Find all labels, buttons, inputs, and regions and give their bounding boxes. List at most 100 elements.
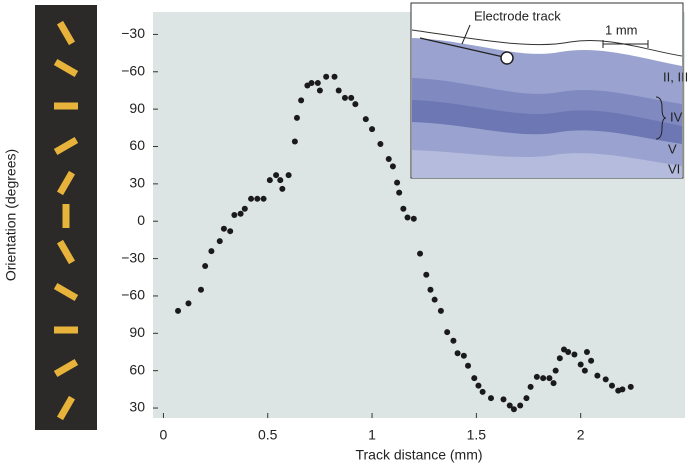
data-point <box>377 141 384 148</box>
data-point <box>581 367 588 374</box>
y-axis-label: Orientation (degrees) <box>3 149 19 281</box>
data-point <box>298 97 305 104</box>
data-point <box>627 383 634 390</box>
data-point <box>197 286 204 293</box>
orientation-strip <box>35 5 97 430</box>
data-point <box>533 373 540 380</box>
data-point <box>427 286 434 293</box>
orientation-bar <box>54 102 78 110</box>
data-point <box>417 250 424 257</box>
inset-label: IV <box>670 109 683 124</box>
data-point <box>316 87 323 94</box>
data-point <box>410 215 417 222</box>
data-point <box>266 177 273 184</box>
data-point <box>619 386 626 393</box>
orientation-bar <box>54 326 78 334</box>
y-tick-label: −60 <box>121 287 145 303</box>
data-point <box>220 225 227 232</box>
inset-label: Electrode track <box>474 8 561 23</box>
inset-label: II, III <box>663 69 688 84</box>
data-point <box>248 195 255 202</box>
data-point <box>404 214 411 221</box>
data-point <box>437 307 444 314</box>
orientation-bar <box>56 239 76 265</box>
data-point <box>273 172 280 179</box>
track-pointer <box>461 24 471 45</box>
x-tick-label: 1 <box>368 427 376 443</box>
data-point <box>444 329 451 336</box>
data-point <box>608 382 615 389</box>
orientation-bar <box>53 58 79 78</box>
data-point <box>231 212 238 218</box>
data-point <box>527 383 534 390</box>
data-point <box>506 402 513 409</box>
data-point <box>602 376 609 383</box>
orientation-bar <box>56 170 76 196</box>
data-point <box>556 355 563 362</box>
data-point <box>450 337 457 344</box>
y-tick-label: −30 <box>121 25 145 41</box>
data-point <box>487 395 494 402</box>
x-tick-label: 1.5 <box>467 427 487 443</box>
data-point <box>285 172 292 179</box>
inset <box>410 2 684 179</box>
data-point <box>293 114 300 121</box>
data-point <box>546 375 553 382</box>
y-tick-label: −60 <box>121 62 145 78</box>
data-point <box>385 155 392 162</box>
orientation-bar <box>56 20 76 46</box>
y-tick-label: −30 <box>121 249 145 265</box>
y-tick-label: 60 <box>129 361 145 377</box>
data-point <box>202 263 209 270</box>
orientation-bar <box>53 282 79 302</box>
data-point <box>510 406 517 413</box>
y-tick-label: 90 <box>129 100 145 116</box>
data-point <box>260 195 267 202</box>
data-point <box>500 396 507 403</box>
inset-label: V <box>668 141 677 156</box>
orientation-bar <box>53 136 79 156</box>
data-point <box>175 307 182 314</box>
x-axis-label: Track distance (mm) <box>355 447 482 463</box>
data-point <box>185 300 192 307</box>
data-point <box>475 382 482 389</box>
data-point <box>279 185 286 192</box>
data-point <box>577 361 584 368</box>
data-point <box>352 101 359 108</box>
orientation-bar <box>62 204 70 228</box>
data-point <box>389 163 396 170</box>
inset-label: VI <box>668 161 680 176</box>
orientation-bar <box>53 358 79 378</box>
y-tick-label: 0 <box>137 212 145 228</box>
x-tick-label: 0.5 <box>258 427 278 443</box>
data-point <box>431 296 438 303</box>
data-point <box>479 388 486 395</box>
x-tick-label: 2 <box>577 427 585 443</box>
layer-6 <box>412 150 682 178</box>
data-point <box>227 228 234 235</box>
data-point <box>308 79 315 86</box>
data-point <box>571 351 578 358</box>
data-point <box>471 375 478 382</box>
y-tick-label: 30 <box>129 399 145 415</box>
data-point <box>517 402 524 409</box>
data-point <box>237 210 244 217</box>
x-tick-label: 0 <box>160 427 168 443</box>
data-point <box>291 138 298 145</box>
orientation-bar <box>56 395 76 421</box>
data-point <box>369 126 376 133</box>
data-point <box>331 73 338 80</box>
data-point <box>552 367 559 374</box>
data-point <box>454 350 461 357</box>
data-point <box>540 375 547 382</box>
data-point <box>348 94 355 101</box>
data-point <box>460 352 467 359</box>
y-tick-label: 90 <box>129 324 145 340</box>
data-point <box>423 271 430 278</box>
layer-brace <box>655 96 667 140</box>
inset-label: 1 mm <box>605 22 638 37</box>
data-point <box>362 116 369 123</box>
data-point <box>341 94 348 101</box>
